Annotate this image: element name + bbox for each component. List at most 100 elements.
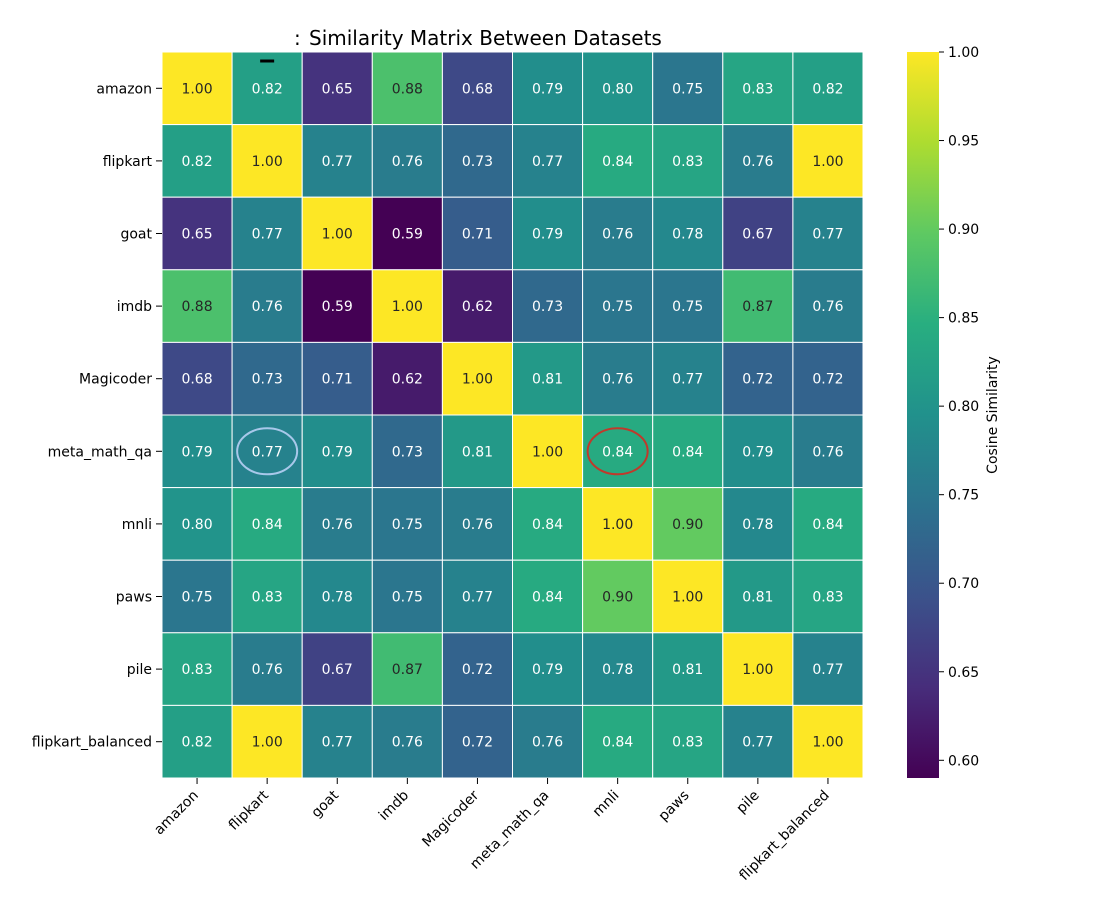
heatmap-cell xyxy=(371,124,443,198)
cell-value-label: 0.84 xyxy=(252,517,283,533)
heatmap-cell xyxy=(231,124,303,198)
colorbar-tick-label: 0.85 xyxy=(948,311,979,327)
cell-value-label: 0.75 xyxy=(672,81,703,97)
cell-value-label: 0.73 xyxy=(462,154,493,170)
heatmap-cell xyxy=(582,704,654,779)
cell-value-label: 0.79 xyxy=(181,444,212,460)
cell-value-label: 0.81 xyxy=(532,372,563,388)
row-label: mnli xyxy=(122,517,152,533)
colorbar-gradient xyxy=(907,52,939,778)
column-label: amazon xyxy=(151,788,202,839)
row-label: flipkart_balanced xyxy=(32,735,152,751)
cell-value-label: 0.65 xyxy=(181,227,212,243)
row-label: amazon xyxy=(96,81,152,97)
cell-value-label: 1.00 xyxy=(532,444,563,460)
cell-value-label: 0.77 xyxy=(812,662,843,678)
cell-value-label: 0.80 xyxy=(602,81,633,97)
heatmap-cell xyxy=(301,414,373,489)
cell-value-label: 0.72 xyxy=(742,372,773,388)
colorbar-tick-label: 0.65 xyxy=(948,665,979,681)
heatmap-cell xyxy=(231,632,303,706)
cell-value-label: 0.75 xyxy=(181,590,212,606)
cell-value-label: 0.77 xyxy=(462,590,493,606)
heatmap-cell xyxy=(652,196,724,271)
cell-value-label: 0.68 xyxy=(462,81,493,97)
heatmap-cell xyxy=(161,487,233,561)
cell-value-label: 0.83 xyxy=(812,590,843,606)
cell-value-label: 0.72 xyxy=(462,662,493,678)
heatmap-cell xyxy=(301,341,373,416)
heatmap-cell xyxy=(792,414,864,489)
colorbar-tick-label: 0.60 xyxy=(948,753,979,769)
row-label: paws xyxy=(116,590,152,606)
cell-value-label: 0.76 xyxy=(812,444,843,460)
cell-value-label: 0.79 xyxy=(532,227,563,243)
column-label: paws xyxy=(656,788,693,825)
cell-value-label: 0.87 xyxy=(742,299,773,315)
heatmap-cell xyxy=(231,341,303,416)
heatmap-cell xyxy=(722,269,794,343)
row-label: imdb xyxy=(117,299,152,315)
cell-value-label: 0.71 xyxy=(322,372,353,388)
cell-value-label: 0.84 xyxy=(602,444,633,460)
heatmap-cell xyxy=(722,51,794,126)
cell-value-label: 0.77 xyxy=(252,444,283,460)
cell-value-label: 0.78 xyxy=(672,227,703,243)
cell-value-label: 0.82 xyxy=(812,81,843,97)
cell-value-label: 0.81 xyxy=(462,444,493,460)
heatmap-cell xyxy=(582,414,654,489)
cell-value-label: 1.00 xyxy=(812,735,843,751)
cell-value-label: 0.84 xyxy=(812,517,843,533)
column-label: Magicoder xyxy=(419,787,482,850)
heatmap-cell xyxy=(652,487,724,561)
heatmap-cell xyxy=(512,196,584,271)
cell-value-label: 0.79 xyxy=(532,81,563,97)
cell-value-label: 0.71 xyxy=(462,227,493,243)
heatmap-cell xyxy=(441,559,513,634)
cell-value-label: 0.73 xyxy=(532,299,563,315)
column-label: pile xyxy=(733,788,762,817)
row-label: goat xyxy=(120,227,152,243)
colorbar-tick-label: 0.75 xyxy=(948,488,979,504)
heatmap-cell xyxy=(161,124,233,198)
heatmap-cell xyxy=(582,559,654,634)
heatmap-cell xyxy=(722,559,794,634)
cell-value-label: 0.77 xyxy=(812,227,843,243)
cell-value-label: 0.81 xyxy=(742,590,773,606)
heatmap-cell xyxy=(792,487,864,561)
colorbar-tick-label: 0.80 xyxy=(948,399,979,415)
cell-value-label: 1.00 xyxy=(462,372,493,388)
heatmap-cell xyxy=(161,269,233,343)
cell-value-label: 0.90 xyxy=(672,517,703,533)
heatmap-cell xyxy=(441,51,513,126)
heatmap-cell xyxy=(441,704,513,779)
colorbar-tick-label: 0.70 xyxy=(948,576,979,592)
row-label: Magicoder xyxy=(79,372,152,388)
chart-title: Similarity Matrix Between Datasets xyxy=(309,26,662,50)
cell-value-label: 0.87 xyxy=(392,662,423,678)
heatmap-cell xyxy=(301,124,373,198)
heatmap-cell xyxy=(441,269,513,343)
cell-value-label: 0.84 xyxy=(602,735,633,751)
colorbar-tick-label: 1.00 xyxy=(948,45,979,61)
title-prefix-mark: : xyxy=(294,26,301,50)
cell-value-label: 0.79 xyxy=(532,662,563,678)
row-label: pile xyxy=(127,662,152,678)
cell-value-label: 0.76 xyxy=(252,662,283,678)
cell-value-label: 0.81 xyxy=(672,662,703,678)
cell-value-label: 0.67 xyxy=(322,662,353,678)
cell-value-label: 0.76 xyxy=(812,299,843,315)
cell-value-label: 0.72 xyxy=(462,735,493,751)
heatmap-cell xyxy=(301,632,373,706)
heatmap-cell xyxy=(371,341,443,416)
cell-value-label: 0.88 xyxy=(392,81,423,97)
cell-value-label: 1.00 xyxy=(742,662,773,678)
heatmap-cell xyxy=(371,414,443,489)
cell-value-label: 0.76 xyxy=(322,517,353,533)
cell-value-label: 0.82 xyxy=(181,735,212,751)
heatmap-cell xyxy=(231,487,303,561)
cell-value-label: 0.77 xyxy=(322,154,353,170)
cell-value-label: 0.59 xyxy=(392,227,423,243)
cell-value-label: 1.00 xyxy=(672,590,703,606)
heatmap-cell xyxy=(792,196,864,271)
